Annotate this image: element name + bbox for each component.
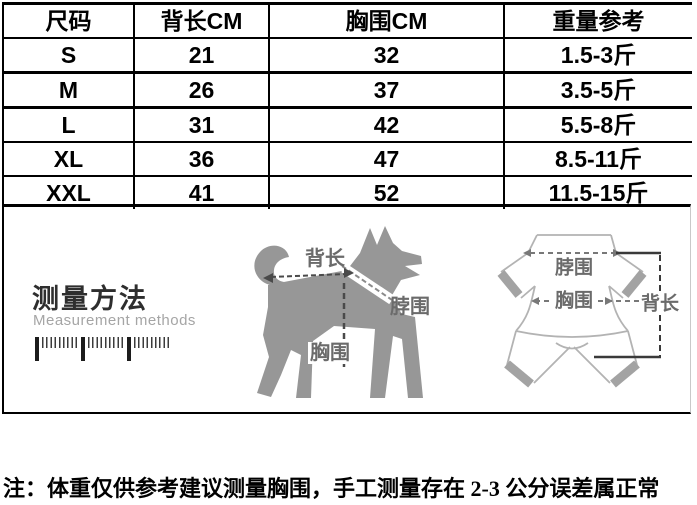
cell-weight: 5.5-8斤 (503, 107, 692, 143)
cell-chest: 47 (268, 142, 504, 177)
cell-size: XL (2, 142, 134, 177)
cell-weight: 11.5-15斤 (503, 176, 692, 209)
dog-back-length-label: 背长 (305, 248, 345, 270)
ruler-icon (35, 337, 173, 361)
cell-chest: 37 (268, 72, 504, 109)
cell-weight: 8.5-11斤 (503, 142, 692, 177)
table-row: L 31 42 5.5-8斤 (2, 107, 692, 143)
cell-chest: 42 (268, 107, 504, 143)
measurement-title: 测量方法 (32, 284, 148, 314)
table-row: M 26 37 3.5-5斤 (2, 72, 692, 109)
measurement-section: 测量方法 Measurement methods 背长 脖围 胸围 脖围 胸围 … (2, 204, 691, 414)
cell-chest: 52 (268, 176, 504, 209)
dog-neck-girth-label: 脖围 (390, 296, 430, 318)
garment-back-length-label: 背长 (638, 293, 682, 315)
dog-chest-girth-label: 胸围 (308, 342, 352, 364)
header-chest: 胸围CM (268, 2, 504, 39)
cell-back: 26 (133, 72, 269, 109)
size-table: 尺码 背长CM 胸围CM 重量参考 S 21 32 1.5-3斤 M 26 37… (2, 2, 692, 209)
cell-size: XXL (2, 176, 134, 209)
garment-outline-icon (497, 234, 647, 388)
garment-chest-girth-label: 胸围 (552, 290, 596, 312)
cell-chest: 32 (268, 38, 504, 74)
cell-size: L (2, 107, 134, 143)
table-row: XXL 41 52 11.5-15斤 (2, 176, 692, 209)
header-size: 尺码 (2, 2, 134, 39)
cell-back: 36 (133, 142, 269, 177)
cell-weight: 3.5-5斤 (503, 72, 692, 109)
header-back: 背长CM (133, 2, 269, 39)
cell-weight: 1.5-3斤 (503, 38, 692, 74)
garment-neck-girth-label: 脖围 (554, 257, 594, 279)
table-row: XL 36 47 8.5-11斤 (2, 142, 692, 177)
cell-back: 31 (133, 107, 269, 143)
cell-size: S (2, 38, 134, 74)
cell-back: 41 (133, 176, 269, 209)
measurement-subtitle: Measurement methods (33, 312, 196, 329)
cell-back: 21 (133, 38, 269, 74)
cell-size: M (2, 72, 134, 109)
reference-note: 注：体重仅供参考建议测量胸围，手工测量存在 2-3 公分误差属正常 (3, 476, 660, 501)
table-row: S 21 32 1.5-3斤 (2, 38, 692, 74)
header-weight: 重量参考 (503, 2, 692, 39)
table-header-row: 尺码 背长CM 胸围CM 重量参考 (2, 2, 692, 39)
